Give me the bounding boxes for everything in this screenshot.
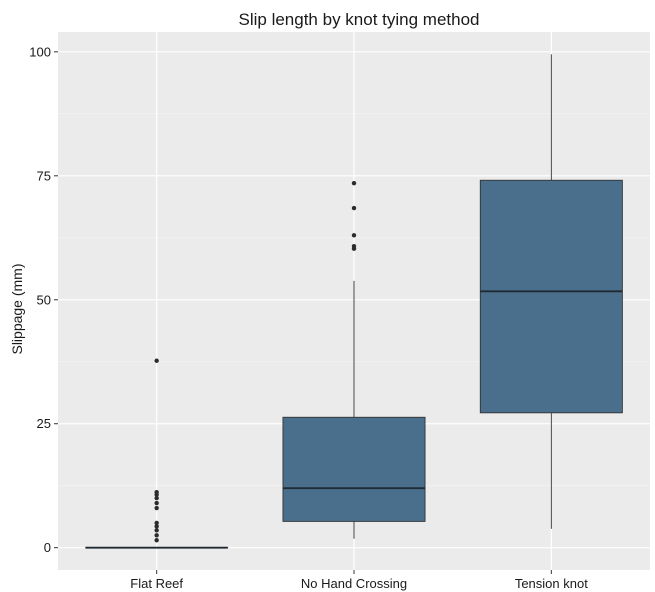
outlier-point [351, 205, 357, 211]
outlier-point [154, 358, 159, 363]
outlier-point [154, 533, 159, 538]
chart-title: Slip length by knot tying method [239, 10, 480, 29]
x-tick-label: No Hand Crossing [301, 576, 407, 591]
y-tick-label: 25 [37, 416, 51, 431]
box-no-hand-crossing [282, 181, 426, 539]
box-tension-knot [479, 54, 623, 529]
box-iqr [282, 416, 426, 522]
x-tick-label: Tension knot [515, 576, 588, 591]
outlier-point [154, 524, 159, 529]
outlier-point [154, 500, 159, 506]
outlier-point [154, 505, 159, 511]
outlier-point [154, 495, 159, 501]
outlier-point [351, 244, 357, 249]
box-iqr [479, 179, 623, 414]
y-axis-ticks: 0 25 50 75 100 [29, 44, 58, 555]
box-flat-reef [85, 358, 229, 549]
y-axis-label: Slippage (mm) [9, 263, 25, 354]
x-axis-ticks: Flat Reef No Hand Crossing Tension knot [130, 570, 588, 591]
outlier-point [351, 181, 357, 186]
outlier-point [154, 528, 159, 533]
y-tick-label: 50 [37, 292, 51, 307]
outlier-point [154, 538, 159, 543]
y-tick-label: 75 [37, 168, 51, 183]
outlier-point [351, 233, 357, 238]
outlier-point [154, 520, 159, 526]
y-tick-label: 100 [29, 44, 51, 59]
outlier-point [154, 489, 159, 495]
y-tick-label: 0 [44, 540, 51, 555]
box-group [85, 54, 623, 549]
x-tick-label: Flat Reef [130, 576, 183, 591]
